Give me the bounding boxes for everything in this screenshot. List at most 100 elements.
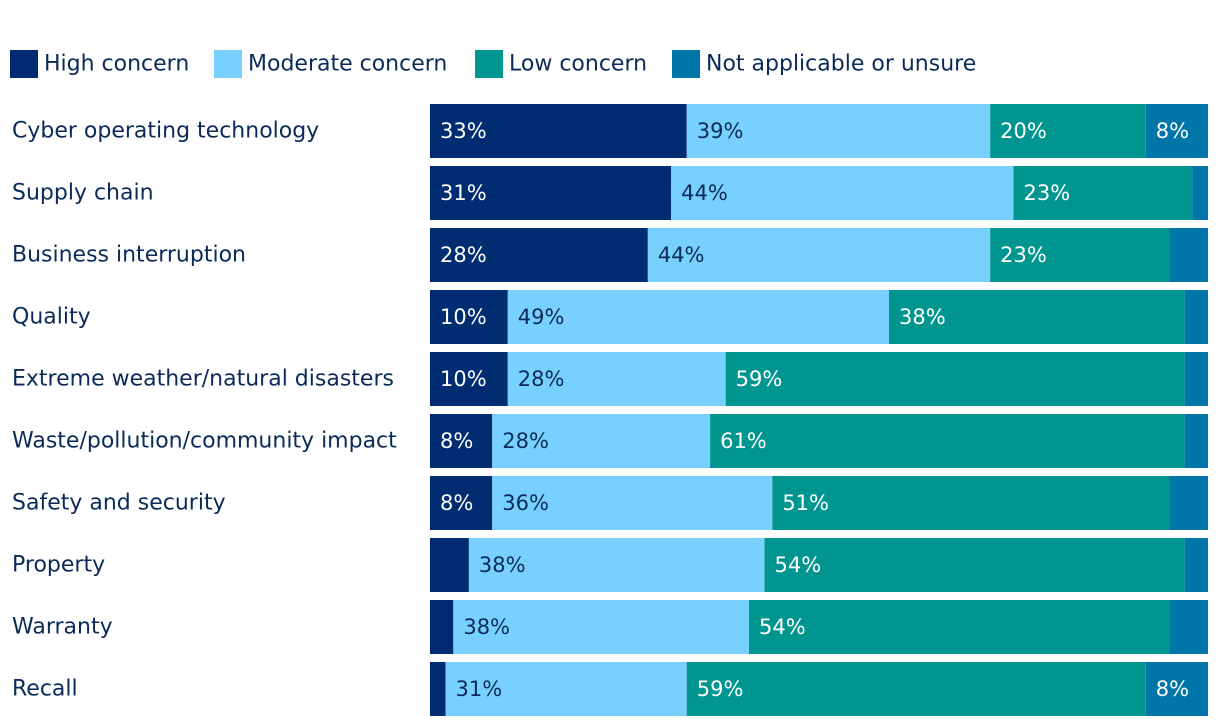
bar-segment-high-concern xyxy=(430,352,508,406)
bar-segment-moderate-concern xyxy=(507,352,726,406)
data-label: 59% xyxy=(697,677,744,701)
legend-swatch-moderate-concern xyxy=(214,50,242,78)
bar-segment-high-concern xyxy=(430,600,454,654)
bar-row-property: Property 38% 54% xyxy=(12,538,1208,592)
bar-row-waste-pollution-community-impact: Waste/pollution/community impact 8% 28% 61% xyxy=(12,414,1208,468)
category-label: Quality xyxy=(12,305,91,330)
bar-segment-low-concern xyxy=(710,414,1185,468)
data-label: 59% xyxy=(736,367,783,391)
data-label: 31% xyxy=(440,181,487,205)
bar-row-cyber-operating-technology: Cyber operating technology 33% 39% 20% 8% xyxy=(12,104,1208,158)
bar-segment-low-concern xyxy=(990,104,1146,158)
bar-segment-low-concern xyxy=(1013,166,1193,220)
bar-segment-not-applicable-or-unsure xyxy=(1145,662,1208,716)
category-label: Waste/pollution/community impact xyxy=(12,429,397,454)
bar-segment-high-concern xyxy=(430,538,469,592)
legend-label-not-applicable-or-unsure: Not applicable or unsure xyxy=(706,52,976,77)
bar-segment-not-applicable-or-unsure xyxy=(1169,476,1208,530)
data-label: 44% xyxy=(658,243,705,267)
bar-segment-moderate-concern xyxy=(671,166,1014,220)
bar-segment-not-applicable-or-unsure xyxy=(1169,228,1208,282)
category-label: Supply chain xyxy=(12,181,154,206)
bar-segment-high-concern xyxy=(430,662,446,716)
category-label: Safety and security xyxy=(12,491,226,516)
bar-segment-low-concern xyxy=(772,476,1170,530)
bar-row-supply-chain: Supply chain 31% 44% 23% xyxy=(12,166,1208,220)
legend-item-high-concern: High concern xyxy=(10,50,189,78)
data-label: 38% xyxy=(479,553,526,577)
legend-swatch-not-applicable-or-unsure xyxy=(672,50,700,78)
data-label: 20% xyxy=(1000,119,1047,143)
bar-segment-low-concern xyxy=(686,662,1146,716)
data-label: 44% xyxy=(681,181,728,205)
bar-row-business-interruption: Business interruption 28% 44% 23% xyxy=(12,228,1208,282)
bar-row-warranty: Warranty 38% 54% xyxy=(12,600,1208,654)
data-label: 23% xyxy=(1000,243,1047,267)
category-label: Business interruption xyxy=(12,243,246,268)
bar-segment-moderate-concern xyxy=(507,290,890,344)
legend-label-high-concern: High concern xyxy=(44,52,189,77)
bar-segment-not-applicable-or-unsure xyxy=(1184,352,1208,406)
bar-row-extreme-weather-natural-disasters: Extreme weather/natural disasters 10% 28% 5… xyxy=(12,352,1208,406)
data-label: 28% xyxy=(502,429,549,453)
bar-segment-high-concern xyxy=(430,166,672,220)
legend-swatch-high-concern xyxy=(10,50,38,78)
bar-segment-moderate-concern xyxy=(492,476,773,530)
category-label: Warranty xyxy=(12,615,113,640)
category-label: Extreme weather/natural disasters xyxy=(12,367,394,392)
data-label: 31% xyxy=(456,677,503,701)
data-label: 8% xyxy=(1156,119,1189,143)
legend-label-low-concern: Low concern xyxy=(509,52,647,77)
category-label: Property xyxy=(12,553,105,578)
data-label: 36% xyxy=(502,491,549,515)
data-label: 28% xyxy=(440,243,487,267)
legend-item-low-concern: Low concern xyxy=(475,50,647,78)
data-label: 39% xyxy=(697,119,744,143)
data-label: 8% xyxy=(440,491,473,515)
legend-item-moderate-concern: Moderate concern xyxy=(214,50,447,78)
bar-row-recall: Recall 31% 59% 8% xyxy=(12,662,1208,716)
legend: High concern Moderate concern Low concern N… xyxy=(10,50,976,78)
data-label: 38% xyxy=(899,305,946,329)
legend-item-not-applicable-or-unsure: Not applicable or unsure xyxy=(672,50,976,78)
data-label: 51% xyxy=(782,491,829,515)
legend-swatch-low-concern xyxy=(475,50,503,78)
bar-segment-high-concern xyxy=(430,476,493,530)
data-label: 10% xyxy=(440,367,487,391)
bar-segment-high-concern xyxy=(430,104,687,158)
bar-segment-not-applicable-or-unsure xyxy=(1184,538,1208,592)
bar-segment-low-concern xyxy=(764,538,1185,592)
bar-segment-low-concern xyxy=(748,600,1170,654)
data-label: 23% xyxy=(1024,181,1071,205)
bar-segment-moderate-concern xyxy=(468,538,765,592)
bar-segment-high-concern xyxy=(430,228,648,282)
bar-segment-low-concern xyxy=(990,228,1170,282)
bar-segment-moderate-concern xyxy=(686,104,991,158)
bar-segment-high-concern xyxy=(430,290,508,344)
data-label: 10% xyxy=(440,305,487,329)
data-label: 49% xyxy=(518,305,565,329)
bar-segment-moderate-concern xyxy=(492,414,711,468)
bar-segment-not-applicable-or-unsure xyxy=(1184,290,1208,344)
bar-segment-moderate-concern xyxy=(647,228,991,282)
chart-rows: Cyber operating technology 33% 39% 20% 8% Sup… xyxy=(12,104,1208,716)
bar-segment-not-applicable-or-unsure xyxy=(1169,600,1208,654)
data-label: 54% xyxy=(759,615,806,639)
data-label: 28% xyxy=(518,367,565,391)
bar-segment-not-applicable-or-unsure xyxy=(1145,104,1208,158)
data-label: 54% xyxy=(775,553,822,577)
data-label: 8% xyxy=(440,429,473,453)
bar-segment-not-applicable-or-unsure xyxy=(1184,414,1208,468)
bar-segment-moderate-concern xyxy=(445,662,687,716)
category-label: Recall xyxy=(12,677,78,702)
category-label: Cyber operating technology xyxy=(12,119,319,144)
bar-segment-low-concern xyxy=(889,290,1185,344)
bar-segment-moderate-concern xyxy=(453,600,749,654)
bar-row-quality: Quality 10% 49% 38% xyxy=(12,290,1208,344)
data-label: 61% xyxy=(720,429,767,453)
data-label: 38% xyxy=(463,615,510,639)
bar-row-safety-and-security: Safety and security 8% 36% 51% xyxy=(12,476,1208,530)
data-label: 8% xyxy=(1156,677,1189,701)
bar-segment-high-concern xyxy=(430,414,493,468)
